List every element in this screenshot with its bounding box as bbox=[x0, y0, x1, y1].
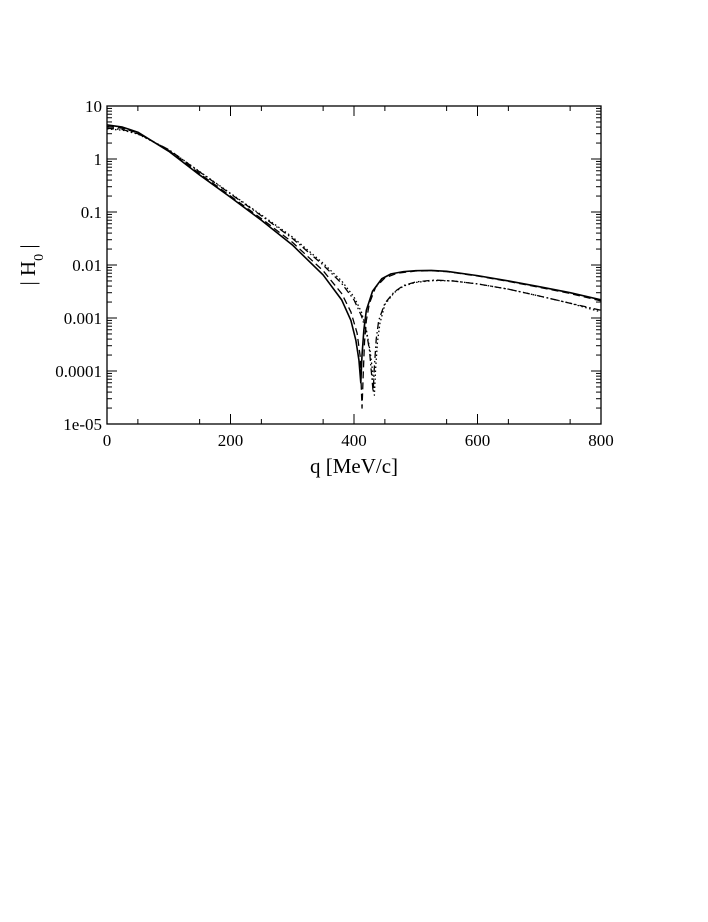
x-tick-label: 200 bbox=[218, 431, 244, 450]
y-tick-label: 0.001 bbox=[64, 309, 102, 328]
x-axis-title: q [MeV/c] bbox=[310, 454, 398, 478]
y-tick-labels: 1e-05 0.0001 0.001 0.01 0.1 1 10 bbox=[55, 97, 102, 434]
plot-frame bbox=[106, 105, 602, 425]
x-tick-label: 800 bbox=[588, 431, 614, 450]
x-tick-label: 600 bbox=[465, 431, 491, 450]
y-axis-title-main: | H bbox=[16, 261, 40, 286]
y-tick-label: 1e-05 bbox=[63, 415, 102, 434]
major-ticks bbox=[106, 105, 602, 425]
y-tick-label: 0.1 bbox=[81, 203, 102, 222]
x-tick-label: 0 bbox=[103, 431, 112, 450]
series-line-solid bbox=[107, 124, 601, 384]
y-tick-label: 0.0001 bbox=[55, 362, 102, 381]
series-line-dash-dot bbox=[107, 127, 601, 393]
y-tick-label: 1 bbox=[94, 150, 103, 169]
series-line-dashed bbox=[107, 125, 601, 409]
y-axis-title: | H0 | bbox=[16, 244, 47, 285]
y-axis-title-subscript: 0 bbox=[32, 254, 47, 261]
x-tick-label: 400 bbox=[341, 431, 367, 450]
series-line-dotted bbox=[107, 128, 601, 396]
y-tick-label: 10 bbox=[85, 97, 102, 116]
series-layer bbox=[107, 124, 601, 409]
y-tick-label: 0.01 bbox=[72, 256, 102, 275]
minor-ticks bbox=[107, 106, 601, 424]
y-axis-title-suffix: | bbox=[16, 244, 40, 253]
x-tick-labels: 0 200 400 600 800 bbox=[103, 431, 614, 450]
